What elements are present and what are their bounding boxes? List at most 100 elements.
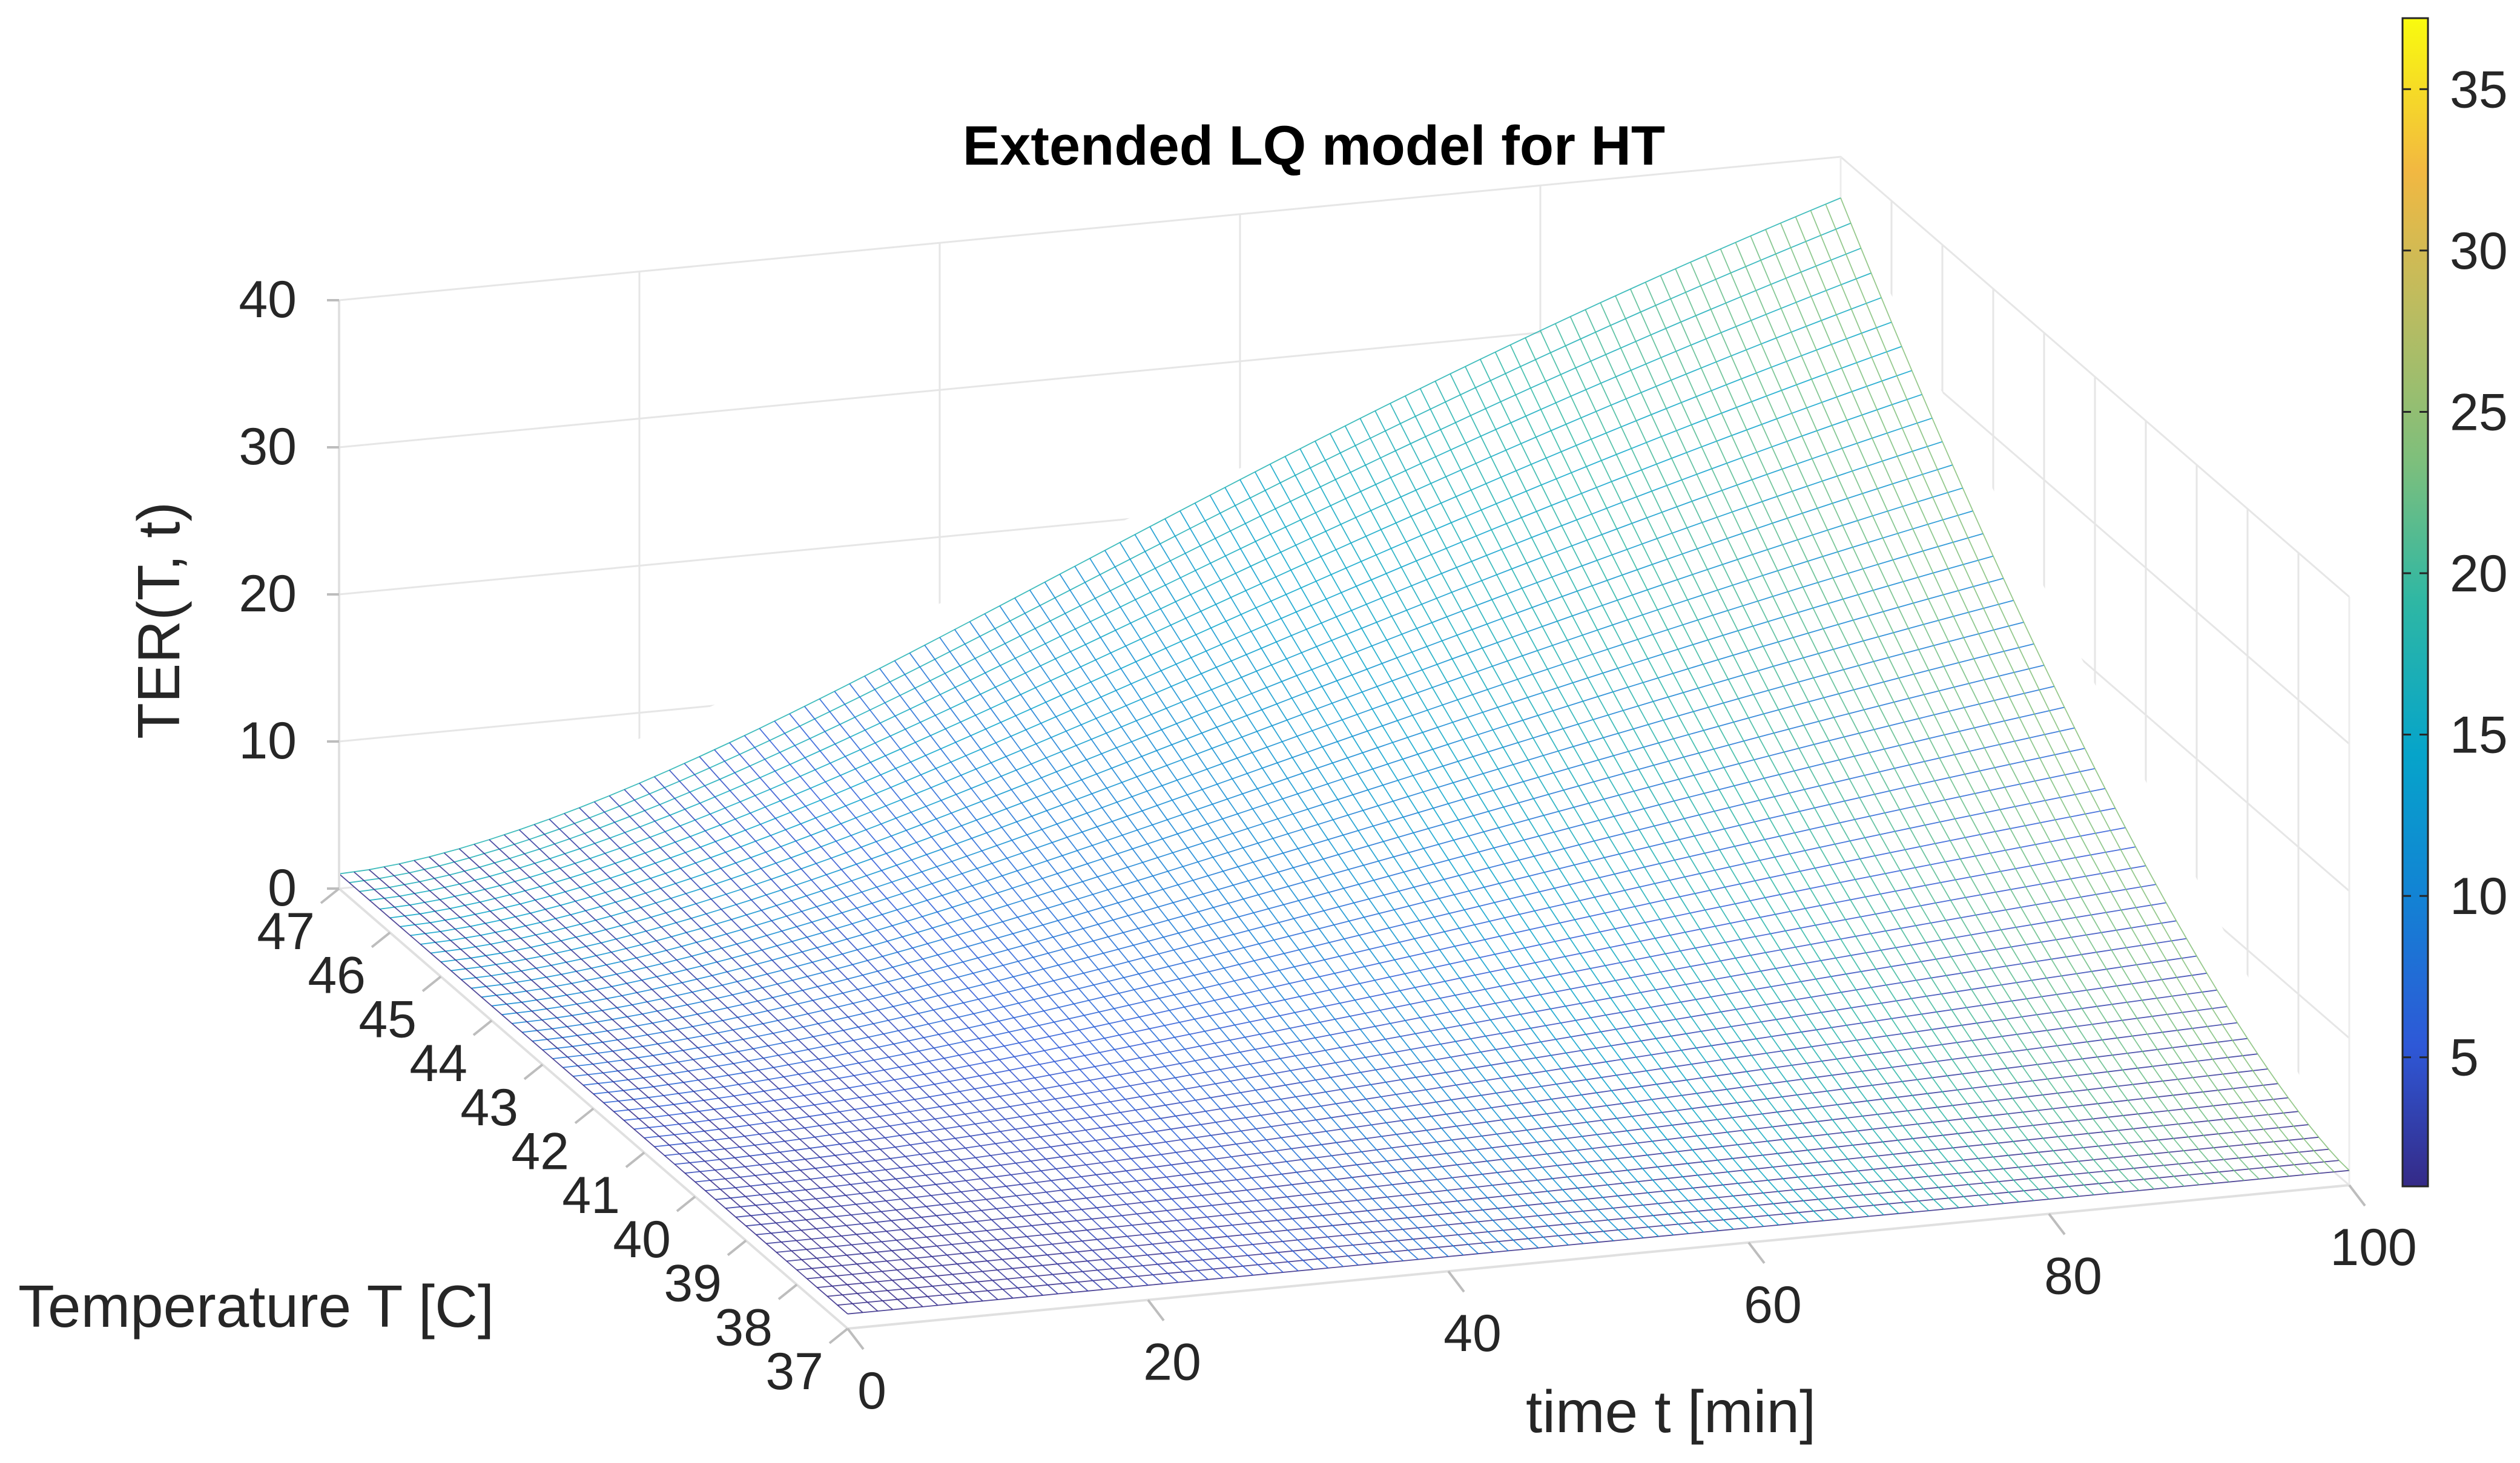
surface-line-t xyxy=(1540,330,2050,1200)
surface-line-t xyxy=(834,691,1344,1267)
surface-line-t xyxy=(924,645,1434,1258)
z-axis-label: TER(T, t) xyxy=(125,502,192,739)
t-tick-label: 80 xyxy=(2044,1247,2102,1305)
surface-line-t xyxy=(609,795,1118,1289)
surface-line-t xyxy=(398,863,908,1309)
T-tick-mark xyxy=(777,1283,798,1300)
surface-line-t xyxy=(684,763,1193,1281)
surface-line-t xyxy=(1675,268,2185,1187)
surface-line-t xyxy=(909,653,1419,1260)
T-tick-label: 45 xyxy=(358,990,417,1048)
T-tick-mark xyxy=(828,1327,849,1344)
surface-line-t xyxy=(714,749,1224,1279)
T-tick-mark xyxy=(421,975,442,992)
surface-line-t xyxy=(1434,381,1945,1210)
colorbar-tick-label: 25 xyxy=(2450,383,2508,441)
surface-line-t xyxy=(1840,197,2350,1171)
surface-line-t xyxy=(1269,464,1780,1226)
surface-line-t xyxy=(939,637,1449,1257)
surface-line-t xyxy=(774,720,1284,1273)
surface-line-t xyxy=(984,613,1494,1253)
surface-line-t xyxy=(954,629,1464,1256)
surface-line-t xyxy=(879,668,1389,1263)
surface-line-t xyxy=(654,776,1164,1284)
z-tick-label: 30 xyxy=(239,418,297,476)
T-tick-label: 39 xyxy=(664,1255,722,1313)
surface-line-t xyxy=(549,818,1058,1295)
T-tick-mark xyxy=(625,1151,645,1168)
surface-line-t xyxy=(1104,550,1614,1241)
surface-line-t xyxy=(1359,418,1870,1217)
t-tick-mark xyxy=(2048,1213,2066,1235)
surface-line-t xyxy=(894,660,1404,1261)
surface-line-t xyxy=(489,839,998,1300)
t-tick-label: 0 xyxy=(857,1362,886,1420)
T-tick-label: 38 xyxy=(714,1298,773,1356)
colorbar-tick-label: 10 xyxy=(2450,867,2508,925)
colorbar-tick-label: 30 xyxy=(2450,222,2508,280)
T-tick-label: 40 xyxy=(613,1211,671,1269)
surface-line-t xyxy=(999,605,1509,1252)
surface-line-t xyxy=(759,728,1268,1274)
t-axis-line xyxy=(847,1184,2350,1330)
t-tick-mark xyxy=(846,1327,865,1350)
t-tick-label: 20 xyxy=(1143,1333,1201,1392)
t-tick-label: 100 xyxy=(2330,1218,2417,1277)
surface-line-t xyxy=(1044,582,1554,1247)
surface-line-t xyxy=(699,756,1209,1280)
surface-line-t xyxy=(969,621,1479,1254)
surface-line-t xyxy=(1404,395,1915,1213)
z-tick-label: 0 xyxy=(268,859,297,917)
z-tick-label: 20 xyxy=(239,565,297,623)
surface-line-t xyxy=(518,829,1029,1297)
surface-line-t xyxy=(729,742,1239,1277)
surface-line-t xyxy=(1419,388,1930,1211)
T-tick-mark xyxy=(523,1064,544,1080)
surface-line-t xyxy=(1390,403,1899,1214)
T-tick-mark xyxy=(371,932,391,948)
y-axis-label: Temperature T [C] xyxy=(18,1273,494,1340)
surface-line-t xyxy=(1134,534,1644,1238)
z-tick-label: 10 xyxy=(239,712,297,770)
surface-line-t xyxy=(1089,557,1599,1243)
surface-line-t xyxy=(1074,566,1584,1244)
surface-line-t xyxy=(1720,248,2230,1183)
surface-line-t xyxy=(1525,337,2034,1202)
T-tick-mark xyxy=(574,1107,595,1125)
surface-line-t xyxy=(1735,242,2245,1181)
T-tick-label: 44 xyxy=(409,1034,467,1093)
z-tick-label: 40 xyxy=(239,271,297,329)
surface-line-t xyxy=(1314,441,1824,1221)
t-tick-mark xyxy=(1747,1241,1766,1264)
surface-line-t xyxy=(1059,574,1569,1246)
surface-line-t xyxy=(1164,518,1674,1236)
surface-line-t xyxy=(804,706,1314,1270)
colorbar: 5 10 15 20 25 30 35 xyxy=(2401,17,2508,1188)
surface-line-t xyxy=(1255,472,1764,1227)
surface-line-t xyxy=(1194,502,1704,1233)
surface-line-t xyxy=(1554,323,2065,1198)
surface-line-t xyxy=(1780,223,2290,1177)
T-tick-label: 46 xyxy=(308,947,366,1005)
surface-line-t xyxy=(1450,373,1959,1208)
T-tick-mark xyxy=(472,1019,493,1036)
chart-title: Extended LQ model for HT xyxy=(963,115,1665,177)
surface-line-t xyxy=(1149,526,1659,1237)
tick-labels: 0 20 40 60 80 1003738394041424344454647010203… xyxy=(239,271,2416,1420)
surface-line-t xyxy=(789,713,1299,1272)
t-tick-label: 40 xyxy=(1443,1304,1502,1363)
surface-line-t xyxy=(414,860,923,1307)
t-tick-mark xyxy=(2348,1184,2366,1207)
surface-line-t xyxy=(1690,261,2200,1186)
surface-line-t xyxy=(1330,433,1839,1220)
surface-line-t xyxy=(1585,309,2095,1195)
surface-line-t xyxy=(849,683,1359,1266)
x-axis-label: time t [min] xyxy=(1526,1378,1816,1445)
colorbar-tick-label: 15 xyxy=(2450,706,2508,764)
surface-line-t xyxy=(1119,542,1629,1240)
surface-line-t xyxy=(564,813,1074,1293)
surface-line-t xyxy=(1299,448,1809,1223)
surface-line-t xyxy=(1465,366,1974,1207)
colorbar-tick-label: 5 xyxy=(2450,1029,2479,1087)
surface-line-t xyxy=(1795,216,2305,1175)
